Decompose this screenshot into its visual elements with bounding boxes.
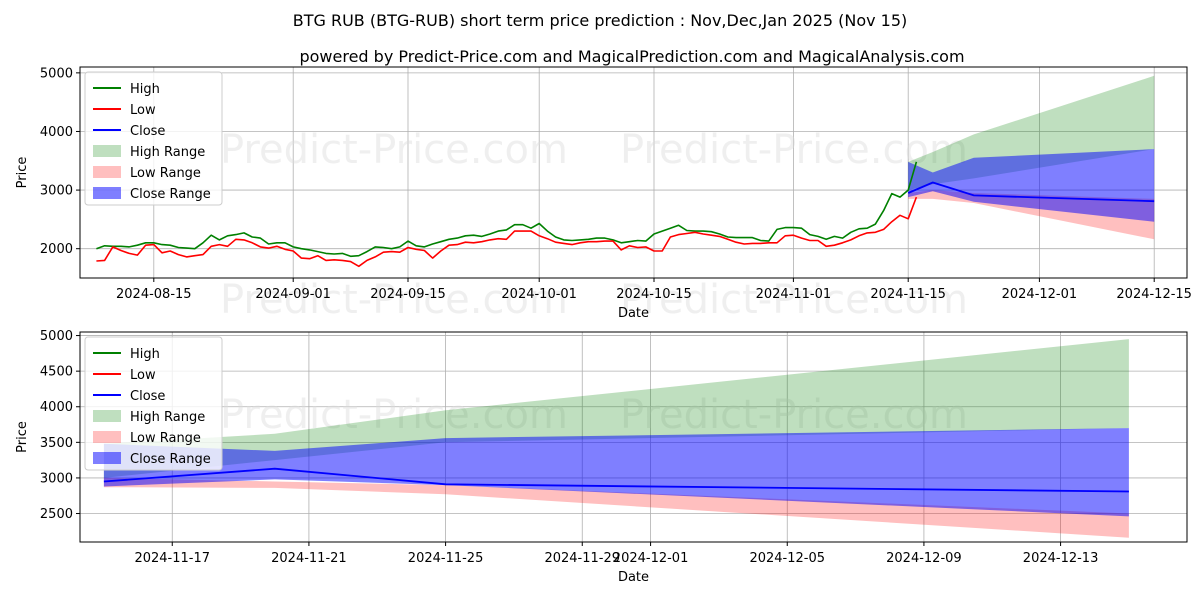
panel1-legend: High Low Close High Range Low Range Close Ran… (84, 71, 223, 206)
panel2-xtick-label-0: 2024-11-17 (134, 551, 210, 566)
panel2-close-line (103, 467, 1129, 493)
panel2-legend-label-2: Close (130, 389, 165, 404)
panel2-legend-swatch-5 (93, 452, 121, 464)
panel1-y-axis-label: Price (15, 157, 30, 189)
panel1-close-line (907, 181, 1155, 203)
panel1-legend-label-2: Close (130, 124, 165, 139)
panel1-watermark-0: Predict-Price.com (220, 127, 568, 173)
panel1-legend-swatch-3 (93, 145, 121, 157)
panel2-ytick-label-2: 3500 (40, 436, 73, 451)
panel1-series-layer (96, 75, 1155, 268)
panel1-legend-label-3: High Range (130, 145, 205, 160)
panel1-axes-frame (79, 66, 1188, 279)
panel2-xtick-label-7: 2024-12-13 (1023, 551, 1099, 566)
panel2-legend-label-1: Low (130, 368, 156, 383)
panel2-legend-swatch-3 (93, 410, 121, 422)
panel2-legend: High Low Close High Range Low Range Close Ran… (84, 336, 223, 471)
panel1-xtick-label-1: 2024-09-01 (255, 287, 331, 302)
panel2-legend-label-5: Close Range (130, 452, 211, 467)
panel2-y-axis-label: Price (15, 421, 30, 453)
panel1-xtick-label-8: 2024-12-15 (1116, 287, 1192, 302)
panel2-axes-frame (79, 331, 1188, 543)
panel1-legend-label-4: Low Range (130, 166, 201, 181)
panel1-xtick-label-5: 2024-11-01 (756, 287, 832, 302)
panel1-legend-label-1: Low (130, 103, 156, 118)
panel1-xtick-label-0: 2024-08-15 (116, 287, 192, 302)
panel1-legend-box (84, 71, 223, 206)
panel2-low-range-band (103, 477, 1129, 538)
panel1-xtick-label-4: 2024-10-15 (616, 287, 692, 302)
panel1-close-range-band (908, 149, 1155, 222)
panel1-xtick-label-7: 2024-12-01 (1002, 287, 1078, 302)
panel2-ytick-label-4: 4500 (40, 365, 73, 380)
panel2-legend-swatch-4 (93, 431, 121, 443)
panel2-xtick-label-1: 2024-11-21 (271, 551, 347, 566)
panel1-x-axis-label: Date (618, 306, 649, 321)
panel1-xtick-label-6: 2024-11-15 (870, 287, 946, 302)
panel2-legend-box (84, 336, 223, 471)
panel2-watermark-0: Predict-Price.com (220, 392, 568, 438)
panel1-watermark-3: Predict-Price.com (620, 277, 968, 323)
panel2-xtick-label-4: 2024-12-01 (613, 551, 689, 566)
panel1-high-line (96, 161, 918, 258)
panel2-ytick-label-3: 4000 (40, 400, 73, 415)
panel2-legend-label-3: High Range (130, 410, 205, 425)
panel1-legend-swatch-4 (93, 166, 121, 178)
panel1-legend-swatch-5 (93, 187, 121, 199)
panel2-x-axis-label: Date (618, 570, 649, 585)
panel2-series-layer (103, 339, 1129, 538)
panel2-legend-label-4: Low Range (130, 431, 201, 446)
panel2-ytick-label-0: 2500 (40, 507, 73, 522)
panel1-low-line (96, 196, 918, 268)
panel1-ytick-label-2: 4000 (40, 125, 73, 140)
panel2-xtick-label-5: 2024-12-05 (749, 551, 825, 566)
panel1-legend-label-5: Close Range (130, 187, 211, 202)
panel2-ytick-label-5: 5000 (40, 329, 73, 344)
panel1-ytick-label-0: 2000 (40, 242, 73, 257)
panel2-ytick-label-1: 3000 (40, 471, 73, 486)
chart-subtitle: powered by Predict-Price.com and Magical… (299, 47, 964, 66)
panel1-legend-label-0: High (130, 82, 160, 97)
panel1-xtick-label-3: 2024-10-01 (501, 287, 577, 302)
panel1-plot-area: Predict-Price.com Predict-Price.com Predic… (15, 66, 1192, 323)
panel1-xtick-label-2: 2024-09-15 (370, 287, 446, 302)
panel2-plot-area: Predict-Price.com Predict-Price.com 2500 30… (15, 329, 1188, 585)
panel2-xtick-label-2: 2024-11-25 (408, 551, 484, 566)
chart-title: BTG RUB (BTG-RUB) short term price predi… (293, 11, 908, 30)
panel2-close-range-band (103, 428, 1129, 517)
panel2-xtick-label-6: 2024-12-09 (886, 551, 962, 566)
panel1-ytick-label-1: 3000 (40, 184, 73, 199)
panel1-ytick-label-3: 5000 (40, 66, 73, 81)
panel2-legend-label-0: High (130, 347, 160, 362)
panel2-watermark-1: Predict-Price.com (620, 392, 968, 438)
panel2-xtick-label-3: 2024-11-29 (544, 551, 620, 566)
panel2-high-range-band (103, 339, 1129, 478)
panel1-watermark-2: Predict-Price.com (220, 277, 568, 323)
